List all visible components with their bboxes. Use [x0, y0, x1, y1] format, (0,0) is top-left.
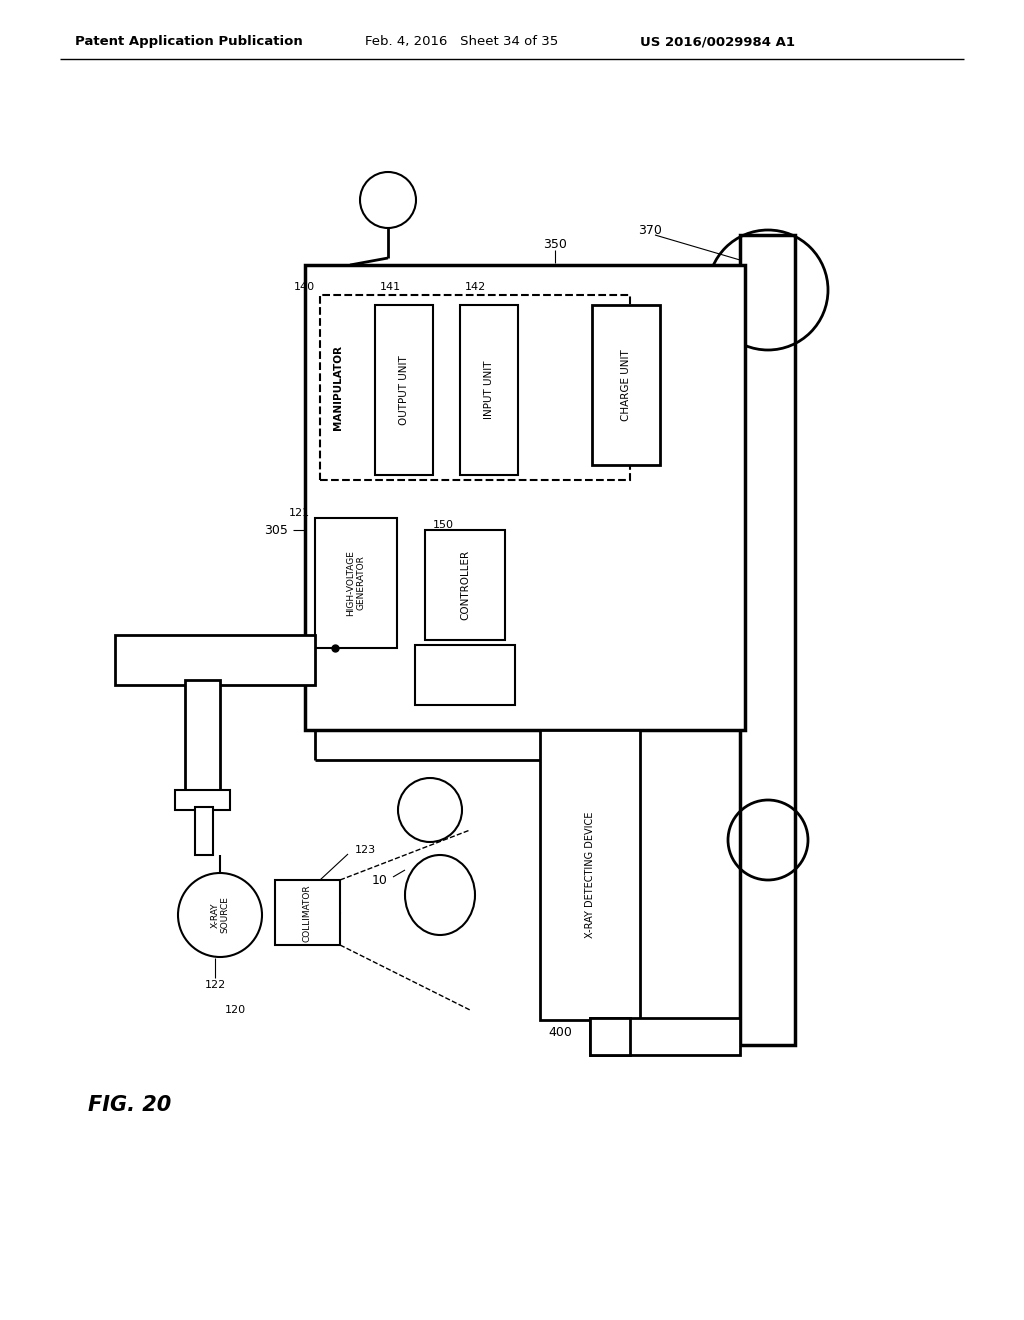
- Text: INPUT UNIT: INPUT UNIT: [484, 360, 494, 420]
- Text: 142: 142: [464, 282, 485, 292]
- Text: HIGH-VOLTAGE
GENERATOR: HIGH-VOLTAGE GENERATOR: [346, 550, 366, 616]
- FancyBboxPatch shape: [415, 645, 515, 705]
- FancyBboxPatch shape: [590, 1018, 630, 1055]
- FancyBboxPatch shape: [315, 517, 397, 648]
- FancyBboxPatch shape: [740, 235, 795, 1045]
- FancyBboxPatch shape: [590, 1018, 740, 1055]
- FancyBboxPatch shape: [592, 305, 660, 465]
- FancyBboxPatch shape: [425, 531, 505, 640]
- Text: FIG. 20: FIG. 20: [88, 1096, 171, 1115]
- Text: 140: 140: [294, 282, 315, 292]
- FancyBboxPatch shape: [540, 730, 640, 1020]
- Text: 400: 400: [548, 1026, 572, 1039]
- Text: US 2016/0029984 A1: US 2016/0029984 A1: [640, 36, 795, 49]
- Text: 121: 121: [289, 508, 310, 517]
- Text: MANIPULATOR: MANIPULATOR: [333, 346, 343, 430]
- Text: Patent Application Publication: Patent Application Publication: [75, 36, 303, 49]
- Text: X-RAY DETECTING DEVICE: X-RAY DETECTING DEVICE: [585, 812, 595, 939]
- Text: 350: 350: [543, 239, 567, 252]
- FancyBboxPatch shape: [275, 880, 340, 945]
- Text: X-RAY
SOURCE: X-RAY SOURCE: [210, 896, 229, 933]
- Text: 141: 141: [380, 282, 400, 292]
- Text: 305: 305: [264, 524, 288, 536]
- FancyBboxPatch shape: [195, 807, 213, 855]
- Text: 10: 10: [372, 874, 388, 887]
- Text: CHARGE UNIT: CHARGE UNIT: [621, 348, 631, 421]
- Text: COLLIMATOR: COLLIMATOR: [302, 884, 311, 941]
- FancyBboxPatch shape: [319, 294, 630, 480]
- Text: OUTPUT UNIT: OUTPUT UNIT: [399, 355, 409, 425]
- FancyBboxPatch shape: [175, 789, 230, 810]
- Text: CONTROLLER: CONTROLLER: [460, 550, 470, 620]
- Text: 150: 150: [433, 520, 454, 531]
- FancyBboxPatch shape: [460, 305, 518, 475]
- FancyBboxPatch shape: [305, 265, 745, 730]
- Text: Feb. 4, 2016   Sheet 34 of 35: Feb. 4, 2016 Sheet 34 of 35: [365, 36, 558, 49]
- Text: 120: 120: [224, 1005, 246, 1015]
- FancyBboxPatch shape: [375, 305, 433, 475]
- FancyBboxPatch shape: [185, 680, 220, 795]
- FancyBboxPatch shape: [115, 635, 315, 685]
- Text: 123: 123: [355, 845, 376, 855]
- Text: 370: 370: [638, 223, 662, 236]
- Text: 122: 122: [205, 979, 225, 990]
